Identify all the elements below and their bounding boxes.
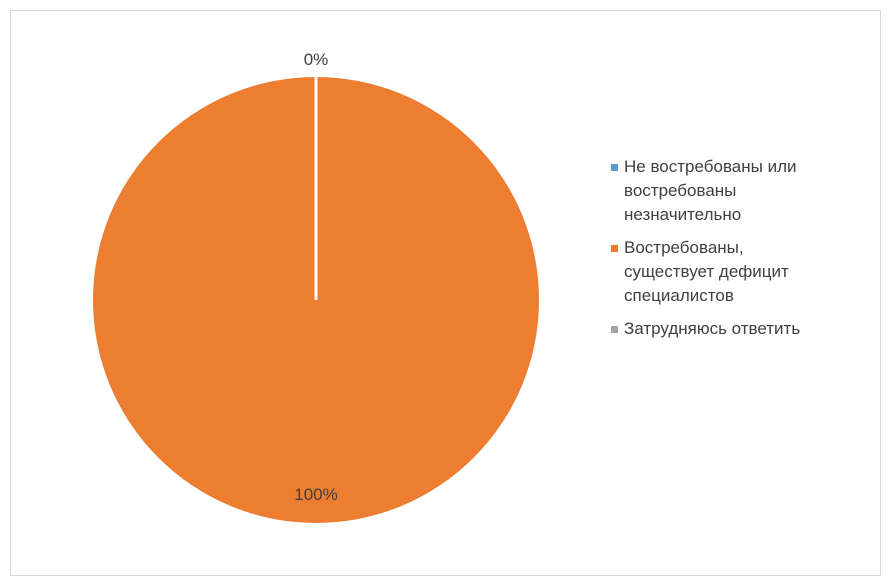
legend-label: Затрудняюсь ответить: [624, 319, 801, 338]
legend-label: Востребованы, существует дефицит специал…: [624, 238, 789, 305]
chart-area: 0% 100%: [10, 10, 881, 576]
pie-chart: [93, 77, 539, 523]
legend-item-hard-to-answer: Затрудняюсь ответить: [611, 317, 881, 341]
legend-item-not-in-demand: Не востребованы или востребованы незначи…: [611, 155, 881, 227]
data-label-top: 0%: [303, 50, 329, 69]
legend-swatch-gray: [611, 326, 618, 333]
legend-swatch-orange: [611, 245, 618, 252]
legend-item-in-demand: Востребованы, существует дефицит специал…: [611, 236, 881, 308]
legend-swatch-blue: [611, 164, 618, 171]
data-label-bottom: 100%: [294, 485, 338, 504]
legend: Не востребованы или востребованы незначи…: [611, 155, 881, 350]
legend-label: Не востребованы или востребованы незначи…: [624, 157, 797, 224]
